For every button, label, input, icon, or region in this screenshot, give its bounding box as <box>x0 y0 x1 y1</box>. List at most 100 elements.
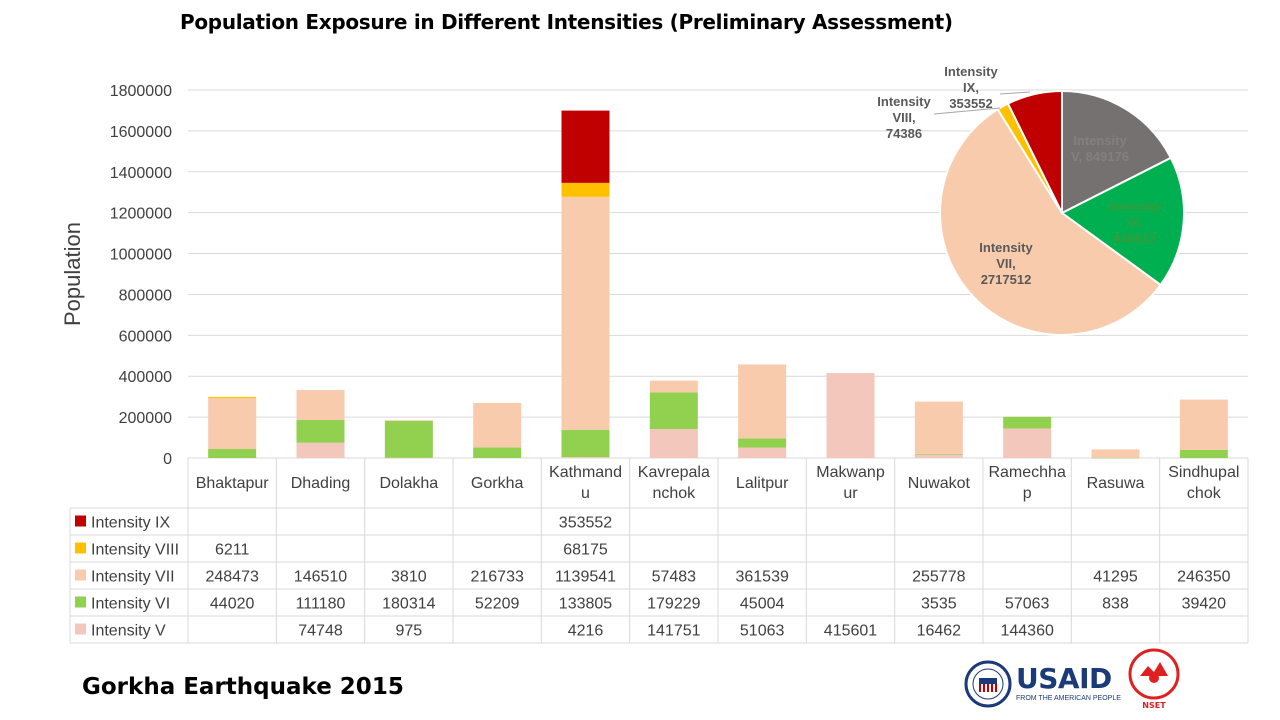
table-cell: 57063 <box>1005 596 1050 613</box>
table-cell: 361539 <box>735 569 788 586</box>
y-tick-label: 1800000 <box>110 83 172 100</box>
logo-area: USAID FROM THE AMERICAN PEOPLE NSET <box>964 648 1184 716</box>
pie-label: 74386 <box>886 126 922 141</box>
legend-key <box>75 596 86 608</box>
table-cell: 353552 <box>559 515 612 532</box>
pie-label: Intensity <box>1073 133 1127 148</box>
bar-segment <box>473 447 522 458</box>
table-cell: 415601 <box>824 623 877 640</box>
table-cell: 74748 <box>298 623 343 640</box>
legend-label: Intensity VIII <box>91 542 179 559</box>
legend-key <box>75 515 86 527</box>
pie-label: 353552 <box>949 96 992 111</box>
bar-segment <box>296 390 345 420</box>
legend-key <box>75 569 86 581</box>
y-tick-label: 600000 <box>119 328 172 345</box>
pie-leader-line <box>933 107 1001 115</box>
bar-segment <box>649 429 698 458</box>
table-cell: 4216 <box>568 623 604 640</box>
y-tick-label: 1000000 <box>110 247 172 264</box>
y-tick-label: 0 <box>163 451 172 468</box>
bar-segment <box>914 401 963 454</box>
table-cell: 3535 <box>921 596 957 613</box>
table-cell: 41295 <box>1093 569 1138 586</box>
category-label: Dolakha <box>379 475 438 492</box>
category-label: Kavrepala <box>638 464 710 481</box>
bar-segment <box>738 447 787 458</box>
category-label: Ramechha <box>988 464 1065 481</box>
legend-label: Intensity VI <box>91 596 170 613</box>
pie-label: VI, <box>1127 215 1143 230</box>
pie-slice <box>1060 156 1185 287</box>
table-cell: 57483 <box>652 569 697 586</box>
pie-label: V, 849176 <box>1071 149 1129 164</box>
table-cell: 44020 <box>210 596 255 613</box>
category-label: Bhaktapur <box>196 475 270 492</box>
bar-segment <box>561 429 610 458</box>
y-tick-label: 800000 <box>119 287 172 304</box>
bar-segment <box>914 454 963 458</box>
nset-logo-icon: NSET <box>1128 648 1180 710</box>
table-cell: 6211 <box>215 542 250 559</box>
footer-caption: Gorkha Earthquake 2015 <box>82 674 404 700</box>
bar-segment <box>826 373 875 458</box>
us-seal-icon <box>964 660 1012 708</box>
bar-segment <box>649 380 698 393</box>
category-label: Kathmand <box>549 464 622 481</box>
bar-segment <box>384 420 433 458</box>
category-label: nchok <box>652 485 696 502</box>
pie-slice <box>939 107 1162 336</box>
bar-segment <box>1091 457 1140 459</box>
bar-segment <box>208 396 257 399</box>
bar-segment <box>738 364 787 439</box>
bar-segment <box>561 196 610 430</box>
bar-segment <box>384 457 433 459</box>
table-cell: 16462 <box>917 623 962 640</box>
pie-leader-line <box>999 91 1031 95</box>
category-label: u <box>581 485 590 502</box>
category-label: chok <box>1187 485 1222 502</box>
table-cell: 51063 <box>740 623 785 640</box>
table-cell: 45004 <box>740 596 785 613</box>
table-cell: 216733 <box>470 569 523 586</box>
pie-label: Intensity <box>877 94 931 109</box>
bar-segment <box>738 438 787 448</box>
y-axis-label: Population <box>60 222 85 326</box>
chart-title: Population Exposure in Different Intensi… <box>180 10 953 34</box>
pie-slice <box>1006 89 1063 214</box>
table-cell: 39420 <box>1182 596 1227 613</box>
pie-label: 846617 <box>1113 231 1156 246</box>
table-cell: 975 <box>395 623 422 640</box>
category-label: Dhading <box>291 475 351 492</box>
table-cell: 255778 <box>912 569 965 586</box>
pie-label: Intensity <box>979 240 1033 255</box>
y-tick-label: 1600000 <box>110 124 172 141</box>
table-cell: 180314 <box>382 596 435 613</box>
bar-segment <box>914 453 963 455</box>
bar-segment <box>561 182 610 197</box>
bar-segment <box>1179 449 1228 458</box>
bar-segment <box>561 110 610 183</box>
y-tick-label: 1400000 <box>110 165 172 182</box>
pie-label: VII, <box>996 256 1016 271</box>
legend-label: Intensity VII <box>91 569 175 586</box>
y-tick-label: 1200000 <box>110 206 172 223</box>
category-label: ur <box>843 485 858 502</box>
bar-segment <box>561 457 610 458</box>
category-label: p <box>1023 485 1032 502</box>
table-cell: 133805 <box>559 596 612 613</box>
bar-segment <box>473 403 522 448</box>
usaid-tagline: FROM THE AMERICAN PEOPLE <box>1016 695 1121 702</box>
bar-segment <box>384 420 433 421</box>
nset-label: NSET <box>1142 701 1166 710</box>
pie-label: Intensity <box>1108 199 1162 214</box>
legend-label: Intensity V <box>91 623 166 640</box>
category-label: Gorkha <box>471 475 524 492</box>
y-tick-label: 400000 <box>119 369 172 386</box>
pie-label: IX, <box>963 80 979 95</box>
legend-key <box>75 542 86 554</box>
bar-segment <box>296 419 345 443</box>
category-label: Nuwakot <box>908 475 971 492</box>
table-cell: 1139541 <box>555 569 616 586</box>
